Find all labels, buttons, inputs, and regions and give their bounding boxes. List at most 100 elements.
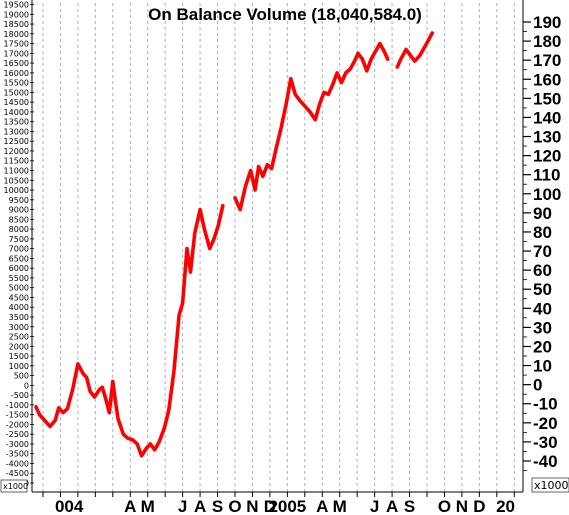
left-tick-label-33: 3000	[9, 323, 29, 332]
right-tick-label-22: -30	[533, 433, 558, 452]
left-tick-label-1: 19000	[4, 10, 29, 19]
left-tick-label-4: 17500	[4, 40, 29, 49]
right-tick-label-5: 140	[533, 108, 561, 127]
left-tick-label-32: 3500	[9, 313, 29, 322]
left-tick-label-14: 12500	[4, 137, 29, 146]
right-tick-label-2: 170	[533, 51, 561, 70]
left-tick-label-21: 9000	[9, 206, 29, 215]
left-tick-label-31: 4000	[9, 303, 29, 312]
left-tick-label-7: 16000	[4, 69, 29, 78]
right-tick-label-1: 180	[533, 32, 561, 51]
obv-line-segment-0	[34, 203, 225, 458]
left-tick-label-5: 17000	[4, 49, 29, 58]
right-tick-label-11: 80	[533, 223, 552, 242]
x-tick-label-3: J	[178, 497, 187, 515]
right-tick-label-18: 10	[533, 357, 552, 376]
left-tick-label-13: 13000	[4, 127, 29, 136]
right-tick-label-6: 130	[533, 128, 561, 147]
left-tick-label-29: 5000	[9, 284, 29, 293]
left-tick-label-40: -500	[11, 391, 29, 400]
x-tick-label-12: J	[370, 497, 379, 515]
left-tick-label-30: 4500	[9, 293, 29, 302]
obv-line-segment-2	[395, 31, 434, 69]
left-tick-label-26: 6500	[9, 254, 29, 263]
left-tick-label-43: -2000	[6, 420, 29, 429]
left-tick-label-37: 1000	[9, 362, 29, 371]
right-tick-label-3: 160	[533, 70, 561, 89]
right-tick-label-23: -40	[533, 452, 558, 471]
right-tick-label-17: 20	[533, 337, 552, 356]
left-tick-label-38: 500	[14, 372, 29, 381]
x-tick-label-2: M	[141, 497, 155, 515]
x-tick-label-6: O	[228, 497, 241, 515]
x-tick-label-17: D	[473, 497, 485, 515]
svg-text:x1000: x1000	[3, 482, 28, 491]
left-tick-label-20: 9500	[9, 196, 29, 205]
x-tick-label-7: N	[246, 497, 258, 515]
left-tick-label-36: 1500	[9, 352, 29, 361]
left-tick-label-28: 5500	[9, 274, 29, 283]
x-tick-label-9: 2005	[268, 497, 306, 515]
left-tick-label-47: -4000	[6, 459, 29, 468]
x-tick-label-0: 004	[55, 497, 84, 515]
left-tick-label-34: 2500	[9, 333, 29, 342]
right-tick-label-9: 100	[533, 185, 561, 204]
right-tick-label-10: 90	[533, 204, 552, 223]
right-tick-label-13: 60	[533, 261, 552, 280]
obv-line-segment-1	[233, 41, 390, 212]
left-tick-label-16: 11500	[4, 157, 29, 166]
right-axis: 1901801701601501401301201101009080706050…	[522, 0, 561, 492]
left-tick-label-17: 11000	[4, 167, 29, 176]
right-tick-label-7: 120	[533, 147, 561, 166]
left-tick-label-23: 8000	[9, 225, 29, 234]
left-tick-label-24: 7500	[9, 235, 29, 244]
left-axis: 1950019000185001800017500170001650016000…	[4, 0, 34, 492]
left-tick-label-42: -1500	[6, 411, 29, 420]
left-tick-label-0: 19500	[4, 1, 29, 10]
x-tick-label-13: A	[386, 497, 398, 515]
obv-series	[34, 31, 434, 458]
right-tick-label-8: 110	[533, 166, 560, 185]
chart-title: On Balance Volume (18,040,584.0)	[148, 5, 422, 24]
left-tick-label-12: 13500	[4, 118, 29, 127]
right-tick-label-14: 50	[533, 280, 552, 299]
left-tick-label-46: -3500	[6, 450, 29, 459]
left-tick-label-9: 15000	[4, 88, 29, 97]
left-tick-label-3: 18000	[4, 30, 29, 39]
x-tick-label-10: A	[316, 497, 328, 515]
left-tick-label-19: 10000	[4, 186, 29, 195]
x-tick-label-16: N	[456, 497, 468, 515]
right-tick-label-15: 40	[533, 299, 552, 318]
x-tick-label-15: O	[438, 497, 451, 515]
left-tick-label-10: 14500	[4, 98, 29, 107]
left-tick-label-15: 12000	[4, 147, 29, 156]
left-tick-label-8: 15500	[4, 79, 29, 88]
x-tick-label-8: D	[264, 497, 276, 515]
right-tick-label-20: -10	[533, 395, 558, 414]
left-tick-label-27: 6000	[9, 264, 29, 273]
svg-text:x1000: x1000	[534, 479, 569, 492]
left-tick-label-45: -3000	[6, 440, 29, 449]
left-tick-label-6: 16500	[4, 59, 29, 68]
left-tick-label-22: 8500	[9, 215, 29, 224]
right-tick-label-21: -20	[533, 414, 558, 433]
left-tick-label-2: 18500	[4, 20, 29, 29]
x-tick-label-14: S	[404, 497, 415, 515]
left-tick-label-18: 10500	[4, 176, 29, 185]
left-tick-label-44: -2500	[6, 430, 29, 439]
vertical-gridlines	[42, 3, 515, 492]
right-tick-label-0: 190	[533, 13, 561, 32]
x-tick-label-11: M	[333, 497, 347, 515]
left-tick-label-41: -1000	[6, 401, 29, 410]
x-tick-label-4: A	[194, 497, 206, 515]
right-unit-label: x1000	[531, 477, 569, 493]
x-tick-label-18: 20	[496, 497, 515, 515]
left-unit-label: x1000	[0, 479, 28, 493]
left-tick-label-25: 7000	[9, 245, 29, 254]
right-tick-label-19: 0	[533, 376, 542, 395]
left-tick-label-39: 0	[24, 381, 29, 390]
left-tick-label-11: 14000	[4, 108, 29, 117]
left-tick-label-48: -4500	[6, 469, 29, 478]
